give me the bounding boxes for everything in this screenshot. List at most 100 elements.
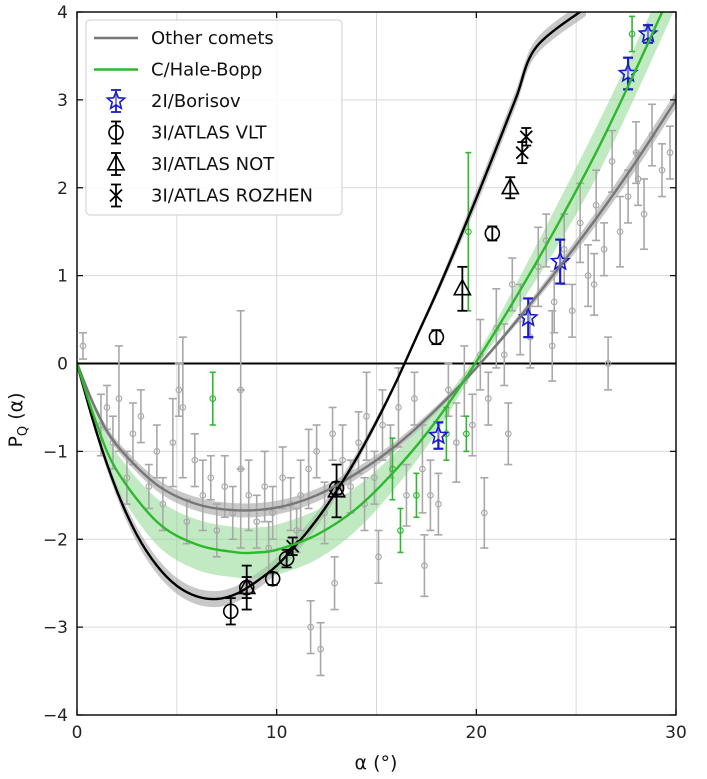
point-other-comets-marker-shape: [331, 579, 338, 587]
point-other-comets-marker: [183, 518, 191, 526]
point-other-comets-marker: [329, 430, 336, 438]
point-other-comets-marker-shape: [115, 395, 123, 403]
legend-label: 2I/Borisov: [151, 91, 241, 112]
point-other-comets-marker-shape: [317, 645, 324, 653]
point-other-comets: [236, 309, 245, 470]
point-other-comets-marker-shape: [339, 456, 346, 464]
point-3i-atlas-not-marker-shape: [500, 177, 520, 195]
y-tick-label: 1: [57, 267, 68, 287]
point-other-comets-marker-shape: [666, 149, 674, 156]
point-other-comets-marker-shape: [600, 245, 608, 253]
point-other-comets: [136, 389, 145, 444]
point-other-comets: [252, 494, 261, 549]
point-3i-atlas-not: [500, 176, 520, 200]
point-other-comets-marker-shape: [159, 500, 167, 508]
point-other-comets: [374, 529, 383, 584]
point-other-comets-marker: [347, 483, 354, 490]
point-other-comets-marker: [600, 245, 608, 253]
point-other-comets-marker-shape: [548, 342, 556, 350]
point-other-comets-marker: [261, 483, 269, 490]
point-other-comets-marker-shape: [207, 474, 215, 482]
point-other-comets-marker: [145, 483, 153, 490]
point-other-comets-marker: [484, 395, 492, 403]
point-c-hale-bopp: [413, 472, 420, 519]
point-c-hale-bopp-marker: [413, 491, 420, 499]
point-other-comets-marker: [175, 386, 183, 394]
point-other-comets-marker-shape: [313, 448, 320, 455]
point-other-comets-marker: [305, 465, 312, 473]
y-tick-label: 2: [57, 179, 68, 199]
point-2i-borisov-marker-shape: [427, 424, 450, 445]
point-other-comets-marker-shape: [169, 439, 177, 446]
point-other-comets: [128, 402, 137, 466]
point-other-comets-marker: [640, 210, 648, 218]
point-other-comets-marker: [253, 518, 261, 526]
point-3i-atlas-not-marker-shape: [452, 278, 472, 296]
point-other-comets-marker: [169, 439, 177, 446]
point-other-comets-marker-shape: [445, 386, 452, 394]
legend-item-3i-atlas-vlt: 3I/ATLAS VLT: [108, 120, 268, 145]
legend-item-3i-atlas-not: 3I/ATLAS NOT: [106, 152, 275, 176]
point-3i-atlas-rozhen-marker-shape-b: [515, 145, 529, 160]
point-other-comets: [144, 463, 153, 510]
point-c-hale-bopp-marker: [209, 395, 217, 403]
point-other-comets-marker-shape: [129, 430, 137, 438]
x-tick-label: 0: [72, 723, 83, 743]
y-tick-label: −2: [43, 530, 68, 550]
point-other-comets-marker: [269, 509, 277, 517]
point-c-hale-bopp-marker: [628, 30, 636, 38]
point-other-comets-marker-shape: [293, 527, 300, 534]
point-other-comets-marker-shape: [395, 404, 402, 411]
point-other-comets-marker: [624, 193, 632, 200]
point-3i-atlas-vlt-marker-shape: [484, 225, 501, 242]
point-other-comets-marker-shape: [616, 228, 624, 236]
point-other-comets: [312, 424, 321, 479]
point-other-comets: [542, 213, 551, 268]
curve-other-comets: [77, 99, 676, 512]
point-other-comets: [616, 195, 625, 268]
point-other-comets-marker: [79, 342, 87, 350]
point-other-comets: [306, 599, 315, 655]
point-other-comets-marker-shape: [137, 412, 145, 420]
point-other-comets-marker: [123, 474, 131, 482]
point-other-comets-marker-shape: [560, 245, 568, 253]
point-other-comets-marker: [395, 404, 402, 411]
point-other-comets-marker: [103, 404, 111, 411]
point-other-comets-marker: [421, 562, 428, 569]
point-3i-atlas-vlt-marker: [484, 225, 501, 242]
point-c-hale-bopp-marker: [443, 430, 450, 438]
point-other-comets-marker: [159, 500, 167, 508]
point-other-comets-marker: [568, 307, 576, 315]
point-other-comets-marker: [534, 263, 542, 271]
point-other-comets-marker: [339, 456, 346, 464]
point-other-comets-marker-shape: [329, 430, 336, 438]
point-other-comets-marker: [480, 509, 488, 517]
point-other-comets: [278, 446, 287, 510]
point-other-comets: [666, 125, 675, 180]
point-c-hale-bopp: [397, 507, 404, 554]
point-other-comets-marker-shape: [355, 439, 362, 446]
point-other-comets-marker: [245, 491, 253, 499]
point-other-comets: [304, 428, 313, 510]
point-other-comets-marker-shape: [508, 281, 516, 288]
point-other-comets-marker: [371, 474, 378, 482]
point-other-comets-marker: [403, 491, 410, 499]
point-other-comets: [268, 485, 277, 541]
legend-swatch-marker: [108, 124, 124, 141]
point-other-comets: [590, 252, 599, 316]
point-2i-borisov: [427, 421, 450, 450]
point-other-comets-marker-shape: [435, 500, 442, 508]
point-other-comets: [504, 402, 513, 466]
point-other-comets-marker-shape: [245, 491, 253, 499]
point-other-comets-marker-shape: [297, 491, 304, 499]
y-tick-label: −4: [43, 706, 68, 726]
point-other-comets-marker-shape: [624, 193, 632, 200]
point-other-comets: [576, 182, 585, 264]
point-other-comets-marker-shape: [123, 474, 131, 482]
point-other-comets-marker: [199, 491, 207, 499]
point-other-comets-marker-shape: [592, 201, 600, 209]
point-3i-atlas-not-marker: [327, 480, 347, 498]
legend-swatch-marker: [109, 188, 123, 203]
legend-label: 3I/ATLAS VLT: [151, 123, 268, 144]
point-other-comets-marker-shape: [604, 360, 612, 367]
